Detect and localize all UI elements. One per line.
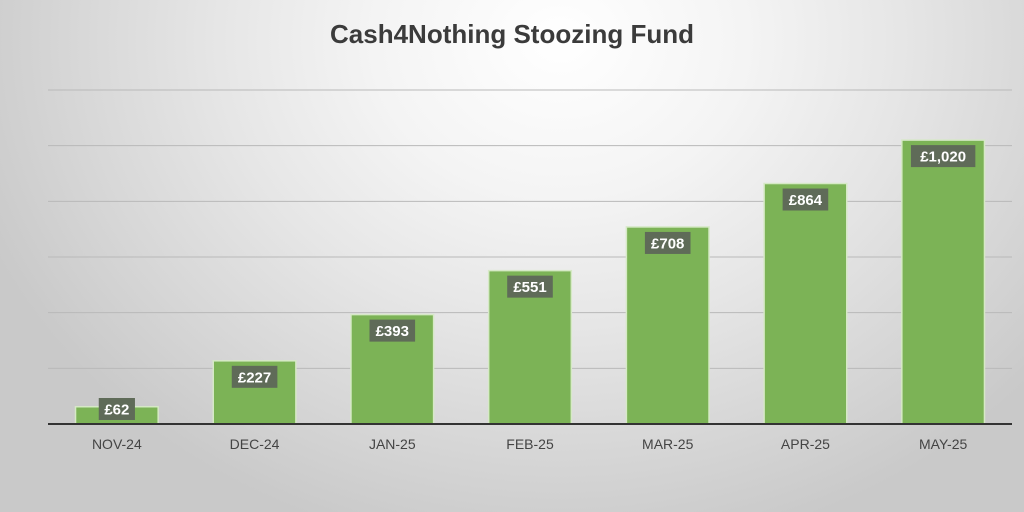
data-label-text: £62 xyxy=(104,402,129,419)
data-label: £1,020 xyxy=(910,145,976,168)
data-label-background xyxy=(98,398,135,420)
bar-apr-25 xyxy=(763,182,848,425)
chart-title: Cash4Nothing Stoozing Fund xyxy=(330,19,694,49)
data-label-text: £551 xyxy=(513,279,546,296)
x-tick-label: NOV-24 xyxy=(92,436,142,452)
data-labels: £62 £227 £393 £551 £708 £864 £1,020 xyxy=(98,145,976,420)
bar-mar-25 xyxy=(625,226,710,425)
data-label: £227 xyxy=(231,365,278,388)
data-label-text: £227 xyxy=(238,369,271,386)
data-label-background xyxy=(507,275,553,298)
gridlines xyxy=(48,89,1012,369)
data-label-text: £1,020 xyxy=(920,149,966,166)
x-tick-label: JAN-25 xyxy=(369,436,416,452)
bar-may-25 xyxy=(901,139,986,425)
data-label: £62 xyxy=(98,398,135,420)
data-label-text: £708 xyxy=(651,235,684,252)
x-tick-label: FEB-25 xyxy=(506,436,554,452)
x-tick-label: APR-25 xyxy=(781,436,830,452)
data-label-background xyxy=(910,145,976,168)
bars xyxy=(74,139,986,425)
data-label: £393 xyxy=(369,319,416,342)
data-label-text: £864 xyxy=(789,192,823,209)
data-label: £551 xyxy=(507,275,553,298)
x-tick-label: MAR-25 xyxy=(642,436,694,452)
data-label-background xyxy=(231,365,278,388)
data-label-text: £393 xyxy=(376,323,409,340)
x-axis-ticks: NOV-24 DEC-24 JAN-25 FEB-25 MAR-25 APR-25 MAY-… xyxy=(92,436,968,452)
data-label: £708 xyxy=(644,231,691,254)
x-tick-label: DEC-24 xyxy=(230,436,280,452)
data-label-background xyxy=(782,188,829,211)
x-tick-label: MAY-25 xyxy=(919,436,967,452)
data-label-background xyxy=(369,319,416,342)
data-label: £864 xyxy=(782,188,829,211)
data-label-background xyxy=(644,231,691,254)
